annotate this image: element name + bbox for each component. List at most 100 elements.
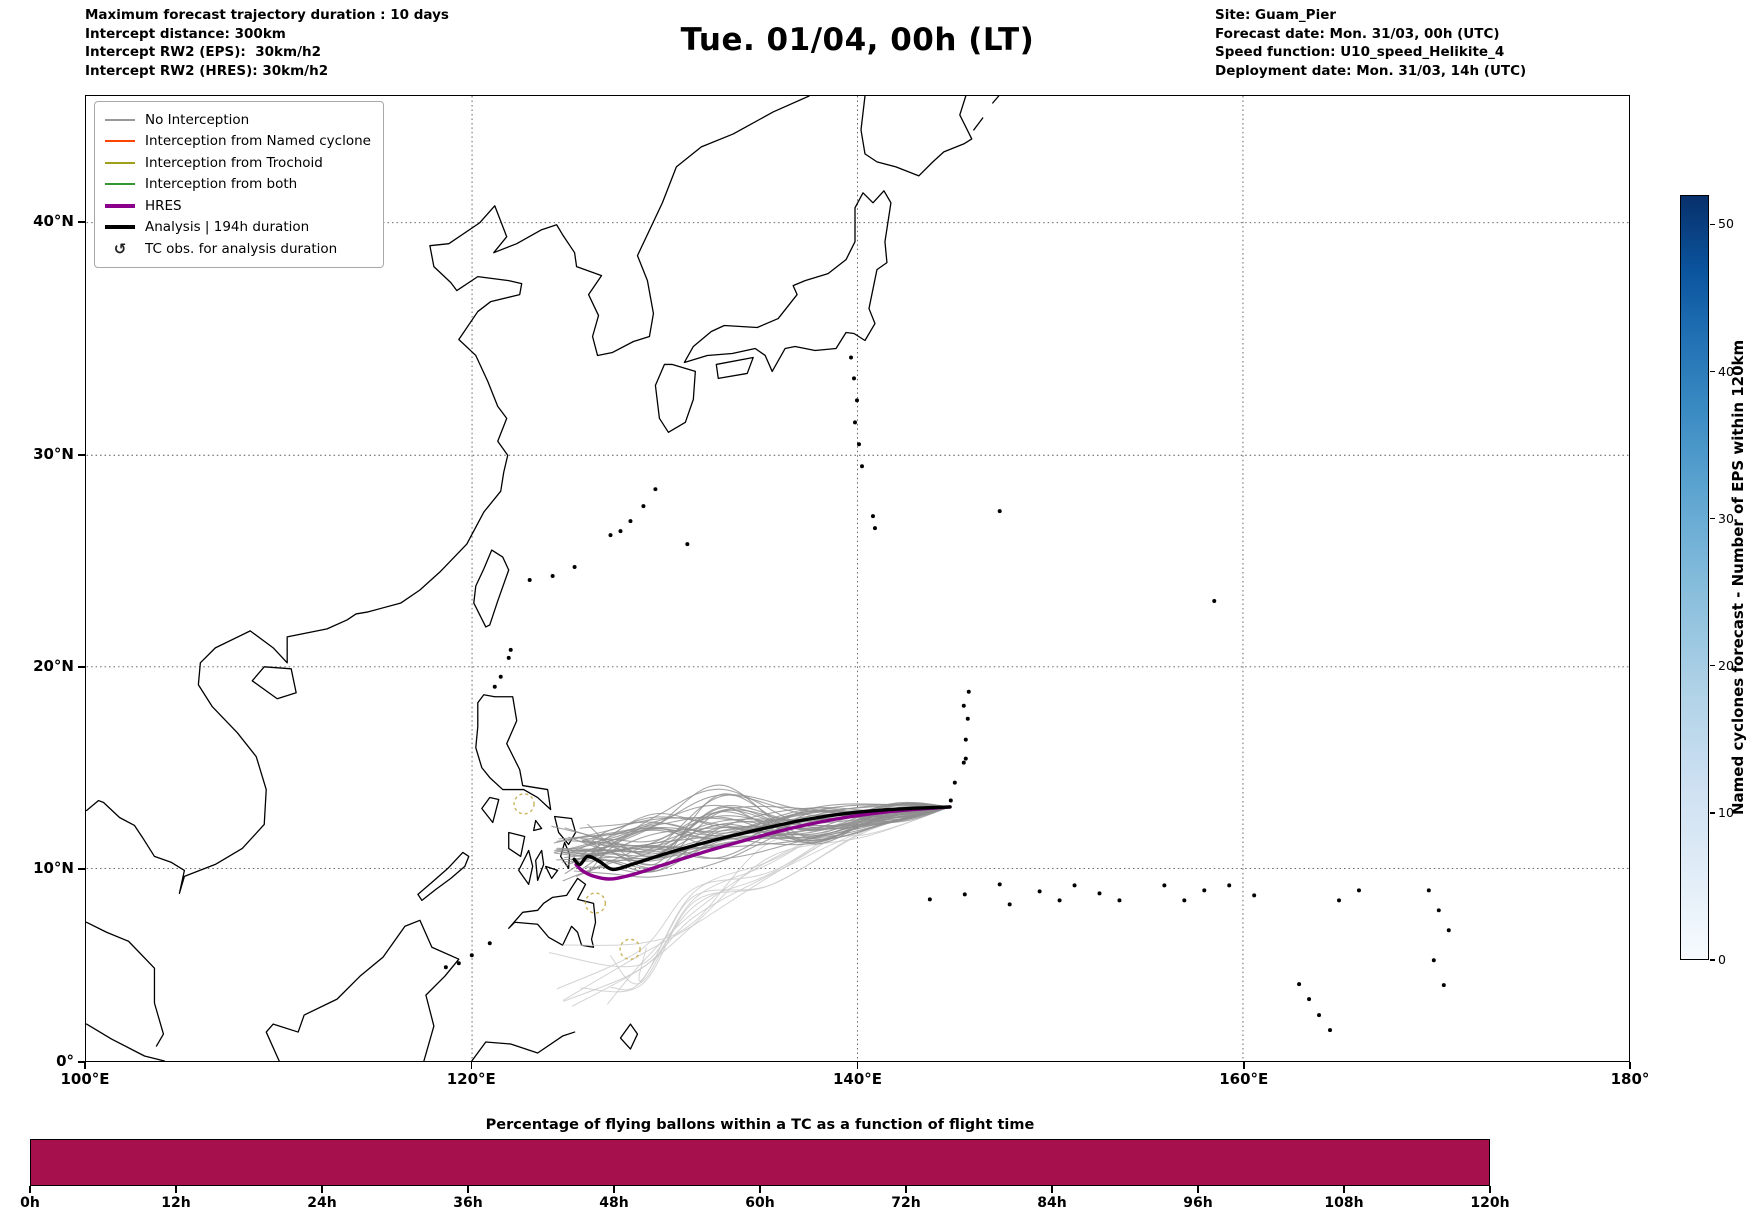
x-tick-label: 140°E [832, 1070, 883, 1088]
legend-item: Interception from Named cyclone [105, 131, 371, 153]
map-legend: No Interception Interception from Named c… [94, 101, 384, 268]
coastline-masbate [533, 819, 543, 832]
bottom-tick-mark [1051, 1186, 1053, 1193]
island-dot [572, 565, 577, 570]
coastline-honshu [683, 190, 892, 373]
island-dot [1252, 893, 1257, 898]
island-dot [653, 487, 658, 492]
x-tick-mark [856, 1062, 859, 1069]
eps-member-faded-trajectory [571, 806, 951, 1007]
island-dot [952, 780, 957, 785]
island-dot [855, 398, 859, 403]
legend-item-label: Interception from Named cyclone [145, 133, 371, 150]
colorbar-tick-mark [1710, 223, 1715, 226]
legend-item-label: Interception from Trochoid [145, 154, 323, 171]
coastline-malay [86, 921, 165, 1047]
coastline-panay [508, 831, 526, 858]
island-dot [1307, 997, 1312, 1002]
colorbar-tick-mark [1710, 959, 1715, 961]
legend-item: Analysis | 194h duration [105, 217, 371, 239]
island-dot [965, 716, 970, 721]
legend-line-swatch [105, 140, 135, 143]
bottom-tick-mark [905, 1186, 907, 1193]
island-dot [853, 420, 858, 425]
eps-member-faded-trajectory [562, 806, 951, 946]
coastline-sumatra [86, 1023, 166, 1061]
tc-obs-marker [513, 793, 535, 815]
island-dot [859, 464, 864, 469]
coastline-borneo [265, 919, 460, 1061]
x-tick-mark [470, 1062, 472, 1069]
site-info: Site: Guam_Pier Forecast date: Mon. 31/0… [1215, 6, 1526, 81]
island-dot [1356, 888, 1361, 893]
island-dot [961, 760, 966, 765]
bottom-tick-label: 84h [1037, 1195, 1067, 1211]
y-tick-label: 20°N [33, 657, 74, 675]
site-line-speedfn: Speed function: U10_speed_Helikite_4 [1215, 44, 1505, 61]
legend-item: Interception from both [105, 174, 371, 196]
island-dot [618, 529, 623, 534]
island-dot [641, 504, 646, 509]
bottom-tick-mark [1197, 1186, 1199, 1193]
island-dot [608, 533, 613, 538]
bottom-tick-mark [613, 1186, 615, 1193]
coastline-negros [518, 849, 534, 886]
x-tick-mark [1629, 1062, 1631, 1069]
island-dot [1182, 898, 1187, 903]
tc-obs-marker [584, 892, 607, 914]
island-dot [1227, 883, 1232, 888]
eps-member-faded-trajectory [580, 806, 951, 993]
coastline-shikoku [715, 356, 754, 380]
tc-obs-marker [619, 938, 641, 960]
island-dot [963, 737, 968, 742]
eps-member-trajectory [561, 801, 951, 857]
y-tick-label: 40°N [33, 212, 74, 230]
y-tick-mark [78, 1061, 85, 1063]
island-dot [492, 684, 497, 689]
config-line-duration: Maximum forecast trajectory duration : 1… [85, 7, 449, 23]
bottom-tick-mark [321, 1186, 323, 1193]
hres-trajectory [574, 805, 952, 881]
y-tick-label: 0° [56, 1052, 74, 1070]
y-tick-label: 30°N [33, 445, 74, 463]
coastline-luzon [475, 694, 552, 811]
legend-line-swatch [105, 203, 135, 208]
island-dot [1117, 898, 1122, 903]
x-tick-mark [1243, 1062, 1245, 1069]
tc-obs-symbol-icon: ↺ [113, 239, 127, 258]
colorbar-tick-label: 40 [1718, 363, 1734, 379]
island-dot [506, 655, 511, 660]
island-dot [963, 756, 968, 761]
colorbar-label: Named cyclones forecast - Number of EPS … [1729, 339, 1747, 816]
island-dot [962, 892, 967, 897]
config-line-rw2-hres: Intercept RW2 (HRES): 30km/h2 [85, 62, 329, 79]
y-tick-mark [78, 868, 85, 870]
island-dot [997, 882, 1002, 887]
island-dot [498, 674, 503, 679]
island-dot [852, 376, 857, 381]
legend-item: ↺ TC obs. for analysis duration [105, 238, 371, 260]
bottom-chart-title: Percentage of flying ballons within a TC… [485, 1117, 1035, 1133]
bottom-tick-mark [175, 1186, 177, 1193]
map-canvas [86, 96, 1629, 1061]
island-dot [1436, 908, 1441, 913]
island-dot [1202, 888, 1207, 893]
y-tick-mark [78, 221, 85, 223]
config-line-distance: Intercept distance: 300km [85, 25, 286, 42]
site-line-forecast: Forecast date: Mon. 31/03, 00h (UTC) [1215, 25, 1500, 42]
island-dot [961, 703, 966, 708]
coastline-hainan [251, 666, 297, 700]
colorbar-gradient [1680, 195, 1709, 960]
eps-member-trajectory [582, 806, 951, 855]
x-tick-label: 100°E [60, 1070, 110, 1088]
y-tick-label: 10°N [33, 859, 74, 877]
island-dot [1097, 891, 1102, 896]
island-dot [1317, 1013, 1322, 1018]
site-line-site: Site: Guam_Pier [1215, 7, 1337, 23]
colorbar-tick-mark [1710, 812, 1715, 814]
eps-member-trajectory [556, 803, 951, 861]
legend-item: HRES [105, 195, 371, 217]
legend-line-swatch [105, 183, 135, 186]
bottom-tick-label: 0h [20, 1195, 40, 1211]
analysis-trajectory [572, 805, 952, 872]
